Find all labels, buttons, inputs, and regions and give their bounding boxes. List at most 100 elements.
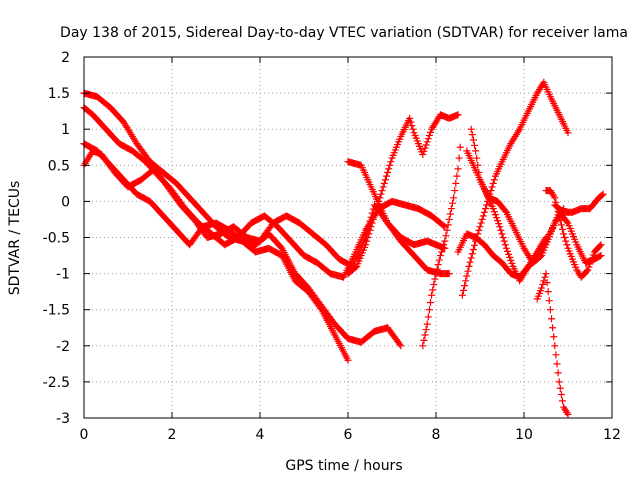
data-point bbox=[505, 250, 513, 258]
data-point bbox=[396, 340, 404, 348]
data-point bbox=[489, 205, 497, 213]
data-point bbox=[386, 161, 394, 169]
data-series bbox=[344, 158, 453, 278]
data-point bbox=[419, 342, 427, 350]
data-point bbox=[440, 241, 448, 249]
data-point bbox=[551, 194, 559, 202]
data-point bbox=[425, 132, 433, 140]
data-point bbox=[483, 201, 491, 209]
data-point bbox=[472, 237, 480, 245]
data-point bbox=[475, 226, 483, 234]
data-point bbox=[554, 369, 562, 377]
data-series bbox=[344, 111, 462, 278]
y-tick-label: 0.5 bbox=[48, 158, 70, 174]
data-point bbox=[379, 183, 387, 191]
data-point bbox=[473, 234, 481, 241]
data-series bbox=[458, 78, 572, 299]
data-point bbox=[427, 298, 434, 306]
data-point bbox=[435, 256, 443, 264]
data-point bbox=[385, 165, 393, 173]
data-point bbox=[460, 286, 467, 294]
data-point bbox=[475, 169, 483, 177]
data-point bbox=[538, 284, 546, 292]
y-tick-label: 0 bbox=[61, 194, 70, 210]
data-point bbox=[468, 250, 476, 258]
data-point bbox=[598, 191, 606, 199]
data-point bbox=[478, 215, 486, 223]
data-point bbox=[370, 212, 378, 220]
x-axis-label: GPS time / hours bbox=[285, 458, 402, 474]
data-point bbox=[500, 237, 508, 245]
y-tick-label: -1.5 bbox=[43, 303, 70, 319]
data-point bbox=[552, 351, 560, 359]
data-point bbox=[456, 143, 464, 151]
data-point bbox=[557, 221, 565, 229]
data-point bbox=[488, 183, 496, 191]
data-point bbox=[380, 179, 388, 187]
data-series bbox=[551, 190, 607, 216]
data-point bbox=[588, 254, 596, 262]
data-point bbox=[480, 208, 488, 216]
data-point bbox=[507, 256, 515, 264]
data-point bbox=[545, 297, 553, 305]
x-axis-ticks: 0 2 4 6 8 10 12 bbox=[80, 57, 621, 443]
data-point bbox=[586, 260, 594, 268]
x-tick-label: 10 bbox=[515, 427, 533, 443]
data-point bbox=[467, 254, 475, 262]
data-point bbox=[368, 219, 376, 227]
data-point bbox=[384, 169, 392, 177]
data-point bbox=[549, 324, 557, 332]
x-tick-label: 0 bbox=[80, 427, 89, 443]
y-tick-label: -3 bbox=[56, 411, 70, 427]
data-point bbox=[502, 244, 510, 252]
data-point bbox=[463, 272, 471, 280]
x-tick-label: 2 bbox=[168, 427, 177, 443]
data-point bbox=[445, 215, 453, 223]
data-point bbox=[317, 304, 324, 312]
data-point bbox=[443, 226, 451, 234]
data-point bbox=[420, 147, 428, 155]
data-point bbox=[352, 263, 360, 271]
data-point bbox=[464, 267, 472, 275]
data-point bbox=[555, 212, 563, 220]
data-point bbox=[596, 252, 604, 260]
data-point bbox=[490, 208, 498, 216]
data-point bbox=[563, 241, 571, 249]
data-point bbox=[366, 226, 374, 234]
data-point bbox=[452, 179, 460, 187]
data-point bbox=[599, 190, 607, 198]
data-point bbox=[433, 265, 441, 273]
data-point bbox=[431, 275, 439, 283]
data-point bbox=[455, 154, 463, 162]
data-point bbox=[544, 288, 552, 296]
data-point bbox=[508, 259, 516, 267]
data-point bbox=[423, 320, 431, 328]
data-point bbox=[491, 211, 499, 219]
data-series bbox=[533, 270, 572, 418]
data-point bbox=[442, 232, 450, 240]
data-point bbox=[454, 165, 462, 173]
data-point bbox=[461, 282, 469, 290]
data-series bbox=[80, 140, 352, 364]
data-point bbox=[444, 221, 452, 229]
x-tick-label: 4 bbox=[256, 427, 265, 443]
data-point bbox=[496, 223, 504, 231]
data-point bbox=[422, 141, 430, 149]
data-point bbox=[441, 237, 449, 245]
data-point bbox=[550, 333, 558, 341]
data-point bbox=[453, 172, 461, 180]
y-tick-label: -1 bbox=[56, 267, 70, 283]
data-point bbox=[543, 279, 551, 287]
data-point bbox=[494, 217, 502, 225]
data-point bbox=[465, 262, 473, 270]
data-point bbox=[421, 331, 429, 339]
data-point bbox=[482, 205, 489, 213]
y-tick-label: 1.5 bbox=[48, 86, 70, 102]
data-point bbox=[449, 199, 456, 207]
data-point bbox=[585, 263, 593, 271]
data-point bbox=[383, 172, 390, 180]
data-point bbox=[407, 118, 415, 126]
data-point bbox=[365, 230, 373, 238]
data-point bbox=[467, 125, 475, 133]
